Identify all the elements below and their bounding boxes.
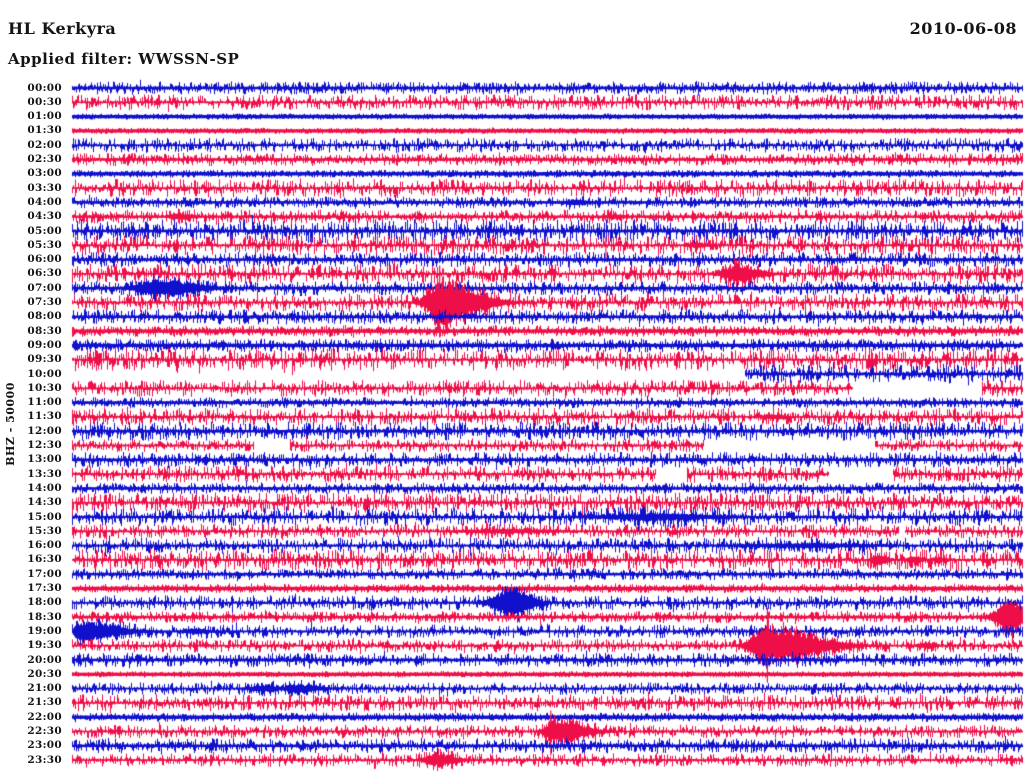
time-label: 20:00: [27, 653, 62, 666]
time-label: 18:30: [27, 610, 62, 623]
time-label: 04:00: [27, 195, 62, 208]
time-label: 05:30: [27, 238, 62, 251]
time-label: 10:00: [27, 367, 62, 380]
time-label: 02:00: [27, 138, 62, 151]
time-label: 08:00: [27, 310, 62, 323]
time-label: 19:00: [27, 624, 62, 637]
time-label: 09:00: [27, 338, 62, 351]
time-label: 16:30: [27, 553, 62, 566]
time-label: 12:00: [27, 424, 62, 437]
time-label: 01:30: [27, 124, 62, 137]
time-label: 00:30: [27, 95, 62, 108]
time-label: 07:30: [27, 296, 62, 308]
time-label: 22:00: [27, 710, 62, 723]
time-label: 23:00: [27, 739, 62, 752]
time-label: 09:30: [27, 353, 62, 366]
time-label: 01:00: [27, 110, 62, 123]
time-label: 13:30: [27, 467, 62, 480]
time-label: 19:30: [27, 639, 62, 652]
time-label: 11:00: [27, 396, 62, 409]
time-label: 10:30: [27, 381, 62, 394]
time-label: 18:00: [27, 596, 62, 609]
time-label: 15:00: [27, 510, 62, 523]
time-label: 21:30: [27, 696, 62, 709]
time-label: 16:00: [27, 539, 62, 552]
time-label: 00:00: [27, 81, 62, 94]
time-label: 14:00: [27, 481, 62, 494]
time-label: 20:30: [27, 667, 62, 680]
time-label: 23:30: [27, 753, 62, 766]
time-label: 02:30: [27, 153, 62, 165]
time-label: 06:00: [27, 253, 62, 266]
time-label: 05:00: [27, 224, 62, 237]
time-label: 17:30: [27, 582, 62, 594]
time-label: 21:00: [27, 682, 62, 695]
time-label: 04:30: [27, 210, 62, 223]
time-label: 15:30: [27, 524, 62, 537]
time-label: 22:30: [27, 725, 62, 737]
time-label: 07:00: [27, 281, 62, 294]
time-label: 03:30: [27, 181, 62, 194]
time-label: 17:00: [27, 567, 62, 580]
time-label: 11:30: [27, 410, 62, 423]
time-label: 03:00: [27, 167, 62, 180]
time-label: 14:30: [27, 496, 62, 509]
time-label: 06:30: [27, 267, 62, 280]
time-label: 12:30: [27, 439, 62, 451]
time-label: 13:00: [27, 453, 62, 466]
time-label: 08:30: [27, 324, 62, 337]
